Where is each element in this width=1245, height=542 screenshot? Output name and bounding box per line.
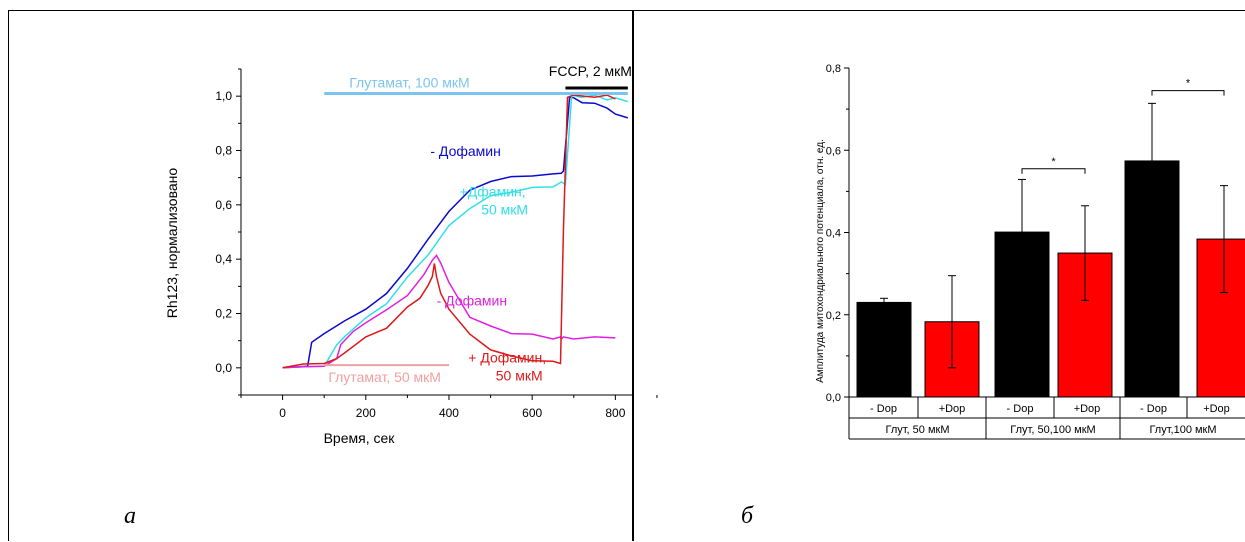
series-label: +Дфамин, bbox=[460, 184, 526, 200]
y-tick-label: 0,0 bbox=[215, 361, 232, 375]
line-chart: 0 200 400 600 800 0,0 0,2 0,4 0,6 0,8 1,0 Глутамат… bbox=[124, 63, 658, 529]
y-tick-label: 0,2 bbox=[826, 310, 841, 322]
significance-bracket bbox=[1151, 90, 1225, 96]
y-tick-label: 1,0 bbox=[215, 89, 232, 103]
series-line bbox=[282, 94, 616, 369]
category-label: - Dop bbox=[870, 403, 897, 415]
x-axis-label: Время, сек bbox=[324, 430, 396, 446]
significance-bracket bbox=[1021, 168, 1086, 174]
glutamate-50-label: Глутамат, 50 мкМ bbox=[328, 369, 441, 385]
y-tick-label: 0,8 bbox=[215, 144, 232, 158]
y-tick-label: 0,8 bbox=[826, 63, 841, 75]
category-label: - Dop bbox=[1007, 403, 1034, 415]
x-tick-label: 800 bbox=[605, 406, 625, 420]
category-label: +Dop bbox=[1074, 403, 1101, 415]
y-tick-label: 0,4 bbox=[826, 228, 841, 240]
group-label: Глут,100 мкМ bbox=[1149, 424, 1216, 436]
group-label: Глут, 50,100 мкМ bbox=[1010, 424, 1095, 436]
y-tick-label: 0,2 bbox=[215, 307, 232, 321]
series-label: + Дофамин, bbox=[468, 349, 546, 365]
axes-a bbox=[240, 69, 632, 396]
panel-letter-a: а bbox=[124, 503, 136, 529]
y-axis-label: Rh123, нормализовано bbox=[164, 168, 180, 319]
y-tick-label: 0,6 bbox=[826, 145, 841, 157]
x-tick-label: 200 bbox=[356, 406, 376, 420]
fccp-label: FCCP, 2 мкМ bbox=[549, 63, 632, 79]
panel-b: 0,0 0,2 0,4 0,6 0,8 - Dop +Dop - Dop +Dop - Dop +… bbox=[633, 10, 1245, 541]
x-tick-label: 0 bbox=[279, 406, 286, 420]
series-line bbox=[282, 96, 629, 369]
group-label: Глут, 50 мкМ bbox=[885, 424, 949, 436]
category-label: +Dop bbox=[939, 403, 966, 415]
series-label: 50 мкМ bbox=[496, 367, 543, 383]
y-axis-label: Амплитуда митохондриального потенциала, … bbox=[815, 139, 826, 383]
series-label: - Дофамин bbox=[437, 292, 507, 308]
significance-star: * bbox=[1051, 156, 1056, 168]
panel-letter-b: б bbox=[741, 503, 754, 529]
y-tick-label: 0,4 bbox=[215, 252, 232, 266]
series-label: 50 мкМ bbox=[481, 202, 528, 218]
significance-star: * bbox=[1186, 78, 1191, 90]
glutamate-100-label: Глутамат, 100 мкМ bbox=[349, 74, 469, 90]
series-label: - Дофамин bbox=[430, 143, 500, 159]
panel-a: 0 200 400 600 800 0,0 0,2 0,4 0,6 0,8 1,0 Глутамат… bbox=[8, 10, 658, 541]
category-label: +Dop bbox=[1203, 403, 1230, 415]
x-tick-label: 600 bbox=[522, 406, 542, 420]
bar bbox=[1196, 238, 1245, 398]
x-tick-label: 400 bbox=[439, 406, 459, 420]
category-label: - Dop bbox=[1140, 403, 1167, 415]
bar bbox=[856, 301, 912, 398]
y-tick-label: 0,0 bbox=[826, 392, 841, 404]
bar-chart: 0,0 0,2 0,4 0,6 0,8 - Dop +Dop - Dop +Dop - Dop +… bbox=[741, 63, 1245, 529]
y-tick-label: 0,6 bbox=[215, 198, 232, 212]
